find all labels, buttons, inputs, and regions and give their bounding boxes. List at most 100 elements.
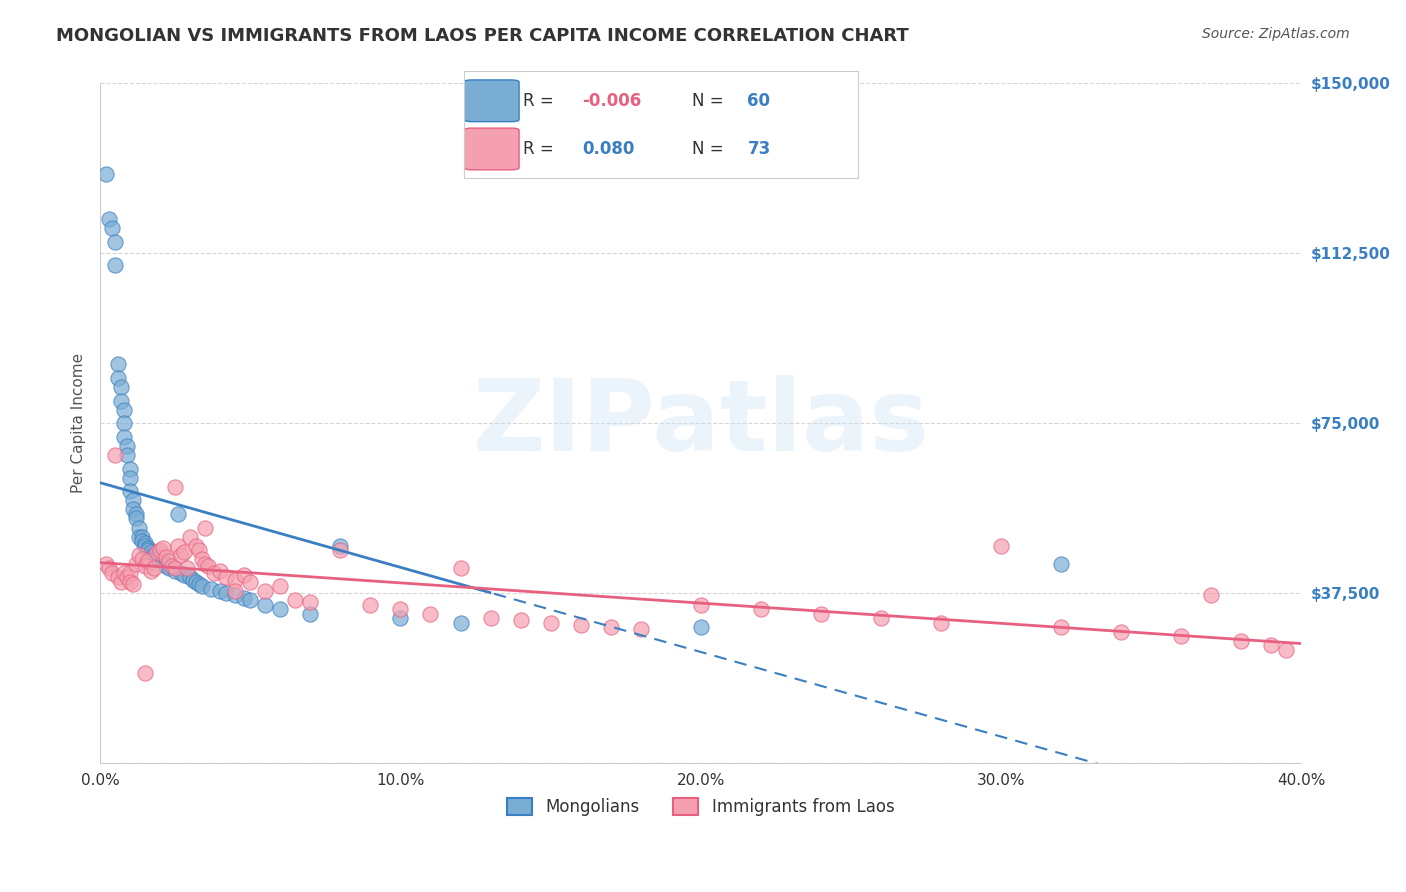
Point xyxy=(134,536,156,550)
Point xyxy=(254,583,277,598)
Point xyxy=(128,520,150,534)
Point xyxy=(191,579,214,593)
Point xyxy=(128,530,150,544)
Point xyxy=(104,448,127,462)
Point xyxy=(107,371,129,385)
Point xyxy=(1170,629,1192,643)
Point xyxy=(389,602,412,616)
Point xyxy=(98,212,121,227)
Point xyxy=(197,559,219,574)
Point xyxy=(239,574,262,589)
Point xyxy=(94,167,117,181)
Text: MONGOLIAN VS IMMIGRANTS FROM LAOS PER CAPITA INCOME CORRELATION CHART: MONGOLIAN VS IMMIGRANTS FROM LAOS PER CA… xyxy=(56,27,910,45)
Point xyxy=(990,539,1012,553)
Point xyxy=(125,557,148,571)
Point xyxy=(110,574,132,589)
Point xyxy=(269,579,291,593)
Point xyxy=(170,566,193,580)
FancyBboxPatch shape xyxy=(464,80,519,121)
Point xyxy=(157,554,180,568)
Point xyxy=(112,566,135,580)
Point xyxy=(157,561,180,575)
Point xyxy=(389,611,412,625)
Point xyxy=(194,557,217,571)
Point xyxy=(810,607,832,621)
Point xyxy=(209,564,232,578)
Point xyxy=(215,586,238,600)
Point xyxy=(131,552,153,566)
Text: 73: 73 xyxy=(748,141,770,159)
Point xyxy=(1230,633,1253,648)
Point xyxy=(165,564,187,578)
Point xyxy=(870,611,893,625)
Point xyxy=(120,484,142,499)
Point xyxy=(269,602,291,616)
Point xyxy=(599,620,621,634)
Point xyxy=(128,548,150,562)
Point xyxy=(134,539,156,553)
Point xyxy=(176,561,198,575)
Point xyxy=(125,511,148,525)
Text: N =: N = xyxy=(692,141,730,159)
Point xyxy=(224,583,246,598)
Point xyxy=(146,549,169,564)
Point xyxy=(224,589,246,603)
Point xyxy=(1201,589,1223,603)
Point xyxy=(120,566,142,580)
Y-axis label: Per Capita Income: Per Capita Income xyxy=(72,353,86,493)
Point xyxy=(540,615,562,630)
Point xyxy=(134,665,156,680)
Point xyxy=(1275,643,1298,657)
Point xyxy=(120,461,142,475)
Point xyxy=(165,561,187,575)
Point xyxy=(152,541,174,555)
Point xyxy=(186,574,208,589)
Point xyxy=(112,417,135,431)
Point xyxy=(165,480,187,494)
Point xyxy=(569,618,592,632)
Point xyxy=(179,530,201,544)
Point xyxy=(191,552,214,566)
Point xyxy=(131,534,153,549)
Point xyxy=(1050,620,1073,634)
Point xyxy=(122,577,145,591)
Text: Source: ZipAtlas.com: Source: ZipAtlas.com xyxy=(1202,27,1350,41)
Point xyxy=(929,615,952,630)
Point xyxy=(173,545,195,559)
Point xyxy=(179,570,201,584)
Point xyxy=(359,598,381,612)
Point xyxy=(149,543,172,558)
Point xyxy=(143,561,166,575)
Point xyxy=(115,439,138,453)
Point xyxy=(284,593,307,607)
Point xyxy=(122,502,145,516)
Point xyxy=(120,574,142,589)
Point xyxy=(450,615,472,630)
Point xyxy=(136,541,159,555)
Point xyxy=(239,593,262,607)
Text: -0.006: -0.006 xyxy=(582,93,641,111)
Point xyxy=(120,470,142,484)
Point xyxy=(94,557,117,571)
Point xyxy=(115,448,138,462)
Point xyxy=(110,393,132,408)
Point xyxy=(104,258,127,272)
Point xyxy=(146,545,169,559)
Point xyxy=(167,507,190,521)
Point xyxy=(141,545,163,559)
Point xyxy=(233,591,256,605)
Point xyxy=(173,568,195,582)
Point xyxy=(110,380,132,394)
Point xyxy=(160,559,183,574)
Point xyxy=(115,570,138,584)
Point xyxy=(186,539,208,553)
Point xyxy=(689,620,711,634)
Point xyxy=(329,543,352,558)
Text: 0.080: 0.080 xyxy=(582,141,634,159)
Point xyxy=(107,357,129,371)
Point xyxy=(149,552,172,566)
Point xyxy=(131,530,153,544)
Point xyxy=(254,598,277,612)
Point xyxy=(143,548,166,562)
Point xyxy=(181,573,204,587)
